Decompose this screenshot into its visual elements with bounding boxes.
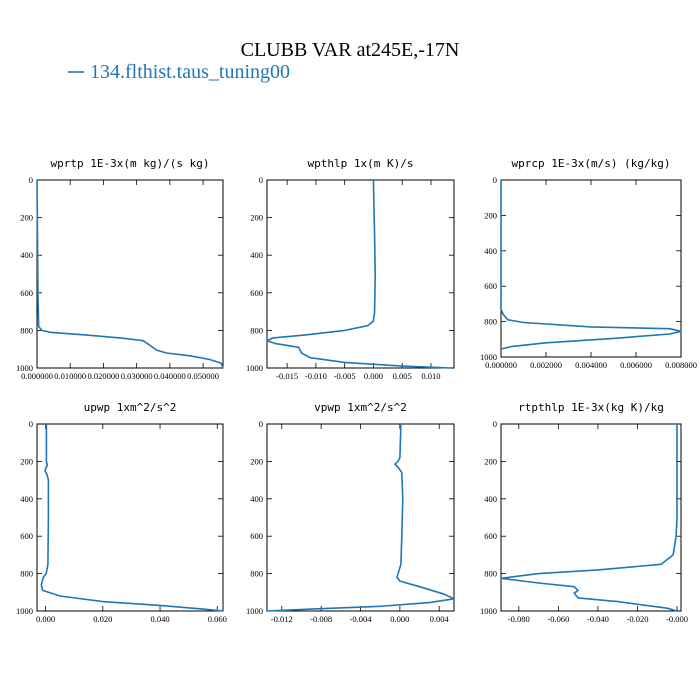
series-line: [500, 180, 682, 350]
x-tick-label: 0.000: [36, 614, 55, 624]
panel-title: vpwp 1xm^2/s^2: [314, 401, 407, 414]
panels: wprtp 1E-3x(m kg)/(s kg)0.000000 0.010000…: [16, 157, 697, 624]
y-tick-label: 600: [484, 531, 497, 541]
x-tick-label: -0.080: [508, 614, 530, 624]
x-tick-label: -0.000: [666, 614, 688, 624]
y-tick-label: 400: [484, 494, 497, 504]
y-tick-label: 200: [250, 213, 263, 223]
legend: 134.flthist.taus_tuning00: [68, 61, 290, 83]
y-tick-label: 400: [250, 494, 263, 504]
x-tick-label: 0.000: [390, 614, 409, 624]
y-tick-label: 200: [484, 456, 497, 466]
x-tick-label: 0.050000: [187, 371, 219, 381]
panel-title: wprcp 1E-3x(m/s) (kg/kg): [512, 157, 671, 170]
y-tick-label: 200: [20, 456, 33, 466]
panel-title: wpthlp 1x(m K)/s: [308, 157, 414, 170]
plot-frame: [36, 179, 224, 369]
x-tick-label: 0.040000: [154, 371, 186, 381]
y-tick-label: 0: [29, 175, 33, 185]
y-tick-label: 0: [259, 419, 263, 429]
y-tick-label: 200: [484, 210, 497, 220]
y-tick-label: 200: [250, 456, 263, 466]
y-tick-label: 400: [250, 250, 263, 260]
x-tick-label: -0.004: [350, 614, 373, 624]
y-tick-label: 0: [29, 419, 33, 429]
y-tick-label: 1000: [246, 606, 263, 616]
y-tick-label: 0: [259, 175, 263, 185]
y-tick-label: 1000: [16, 363, 33, 373]
x-tick-label: 0.010000: [54, 371, 86, 381]
x-tick-label: 0.005: [393, 371, 412, 381]
x-tick-label: 0.030000: [121, 371, 153, 381]
y-tick-label: 600: [250, 531, 263, 541]
plot-frame: [266, 423, 455, 612]
x-tick-label: 0.040: [150, 614, 169, 624]
panel-3: wprcp 1E-3x(m/s) (kg/kg) 0.000000 0.002000…: [480, 157, 697, 370]
x-tick-label: -0.040: [587, 614, 609, 624]
x-tick-label: -0.012: [271, 614, 293, 624]
y-tick-label: 1000: [16, 606, 33, 616]
y-tick-label: 600: [484, 281, 497, 291]
x-tick-label: 0.020: [93, 614, 112, 624]
y-tick-label: 800: [20, 325, 33, 335]
y-tick-label: 1000: [246, 363, 263, 373]
panel-5: vpwp 1xm^2/s^2 -0.012 -0.008 -0.004 0.000 0.0…: [246, 401, 455, 624]
series-line: [36, 179, 224, 369]
y-tick-label: 800: [484, 569, 497, 579]
panel-4: upwp 1xm^2/s^2 0.000 0.020 0.040 0.060 0 200 40…: [16, 401, 227, 624]
series-line: [40, 424, 224, 612]
x-tick-label: 0.000000: [485, 360, 517, 370]
series-line: [266, 423, 455, 612]
series-line: [500, 424, 678, 612]
panel-2: wpthlp 1x(m K)/s -0.015 -0.010 -0.005 0.000 0…: [246, 157, 455, 381]
x-tick-label: -0.015: [276, 371, 298, 381]
y-tick-label: 1000: [480, 352, 497, 362]
x-tick-label: -0.010: [305, 371, 327, 381]
x-tick-label: 0.060: [208, 614, 227, 624]
x-tick-label: -0.005: [334, 371, 356, 381]
y-tick-label: 800: [20, 569, 33, 579]
plot-frame: [266, 179, 455, 369]
figure-title: CLUBB VAR at245E,-17N: [241, 39, 460, 61]
x-tick-label: 0.008000: [665, 360, 697, 370]
y-tick-label: 800: [250, 569, 263, 579]
y-tick-label: 200: [20, 213, 33, 223]
x-tick-label: 0.020000: [87, 371, 119, 381]
x-tick-label: -0.008: [310, 614, 332, 624]
plot-frame: [36, 423, 224, 612]
y-tick-label: 800: [250, 325, 263, 335]
x-tick-label: 0.000000: [21, 371, 53, 381]
panel-6: rtpthlp 1E-3x(kg K)/kg -0.080 -0.060 -0.040…: [480, 401, 688, 624]
x-tick-label: 0.002000: [530, 360, 562, 370]
y-tick-label: 0: [493, 419, 497, 429]
x-tick-label: 0.006000: [620, 360, 652, 370]
y-tick-label: 600: [20, 531, 33, 541]
panel-title: rtpthlp 1E-3x(kg K)/kg: [518, 401, 664, 414]
x-tick-label: 0.000: [364, 371, 383, 381]
panel-title: upwp 1xm^2/s^2: [84, 401, 177, 414]
y-tick-label: 400: [484, 246, 497, 256]
series-line: [266, 179, 452, 369]
y-tick-label: 400: [20, 494, 33, 504]
panel-1: wprtp 1E-3x(m kg)/(s kg) 0.000000 0.010000…: [16, 157, 224, 381]
y-tick-label: 1000: [480, 606, 497, 616]
y-tick-label: 400: [20, 250, 33, 260]
y-tick-label: 600: [250, 288, 263, 298]
x-tick-label: 0.004000: [575, 360, 607, 370]
legend-label: 134.flthist.taus_tuning00: [90, 61, 290, 83]
x-tick-label: -0.020: [626, 614, 648, 624]
y-tick-label: 600: [20, 288, 33, 298]
x-tick-label: 0.004: [430, 614, 450, 624]
panel-title: wprtp 1E-3x(m kg)/(s kg): [51, 157, 210, 170]
plot-frame: [500, 179, 682, 358]
y-tick-label: 800: [484, 317, 497, 327]
x-tick-label: -0.060: [547, 614, 569, 624]
y-tick-label: 0: [493, 175, 497, 185]
x-tick-label: 0.010: [421, 371, 440, 381]
plot-frame: [500, 423, 682, 612]
